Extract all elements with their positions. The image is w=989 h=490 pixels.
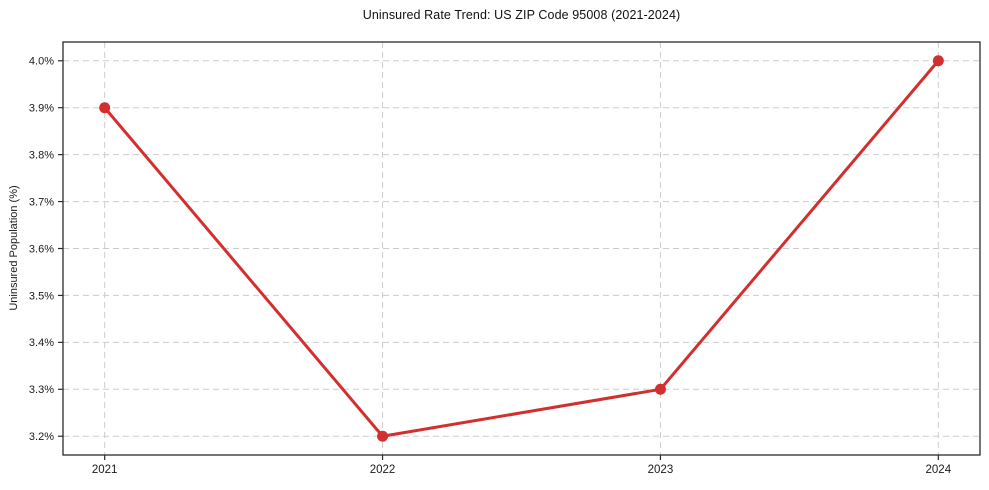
y-tick-label: 3.2% (29, 431, 54, 443)
y-tick-label: 4.0% (29, 56, 54, 68)
y-tick-label: 3.7% (29, 196, 54, 208)
y-tick-label: 3.3% (29, 384, 54, 396)
x-tick-label: 2023 (648, 464, 674, 476)
y-tick-label: 3.5% (29, 290, 54, 302)
x-tick-label: 2021 (92, 464, 118, 476)
plot-border (62, 41, 981, 456)
data-point (99, 102, 111, 114)
y-tick-label: 3.9% (29, 103, 54, 115)
x-tick-label: 2024 (926, 464, 952, 476)
plot-area (63, 42, 980, 455)
data-point (654, 383, 666, 395)
x-tick-label: 2022 (370, 464, 396, 476)
data-point (377, 430, 389, 442)
y-tick-label: 3.4% (29, 337, 54, 349)
y-tick-label: 3.6% (29, 243, 54, 255)
chart-title: Uninsured Rate Trend: US ZIP Code 95008 … (362, 8, 681, 22)
y-tick-label: 3.8% (29, 149, 54, 161)
data-point (932, 55, 944, 67)
trend-line (103, 59, 940, 438)
